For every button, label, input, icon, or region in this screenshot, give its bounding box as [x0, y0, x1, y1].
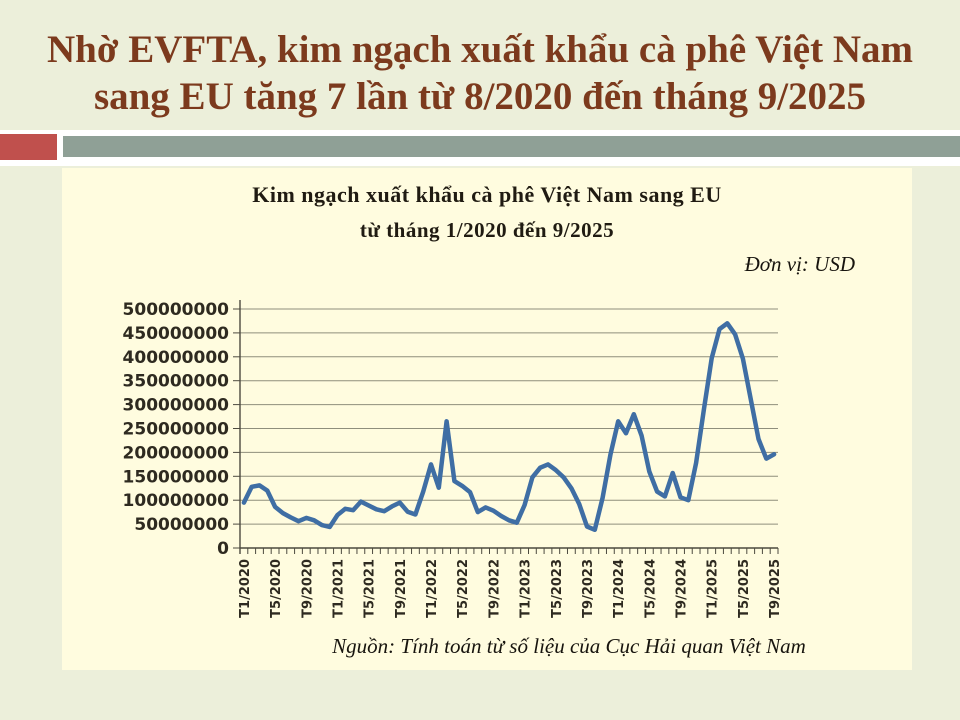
y-axis-label: 350000000 — [123, 372, 230, 392]
chart-title-line1: Kim ngạch xuất khẩu cà phê Việt Nam sang… — [252, 182, 722, 207]
x-axis-label: T9/2021 — [394, 559, 409, 618]
x-axis-label: T9/2020 — [300, 559, 315, 618]
y-axis-label: 150000000 — [123, 467, 230, 487]
x-axis-label: T5/2020 — [269, 559, 284, 618]
x-axis-label: T5/2024 — [643, 559, 658, 618]
x-axis-label: T5/2023 — [550, 559, 565, 618]
chart-title-line2: từ tháng 1/2020 đến 9/2025 — [359, 218, 615, 242]
slide-title-line1: Nhờ EVFTA, kim ngạch xuất khẩu cà phê Vi… — [47, 28, 913, 71]
x-axis-label: T9/2022 — [487, 559, 502, 618]
y-axis-label: 50000000 — [134, 515, 229, 535]
x-axis-label: T9/2025 — [768, 559, 783, 618]
chart-source: Nguồn: Tính toán từ số liệu của Cục Hải … — [332, 634, 806, 658]
slide-title: Nhờ EVFTA, kim ngạch xuất khẩu cà phê Vi… — [30, 26, 930, 120]
accent-block — [0, 134, 57, 160]
y-axis-label: 400000000 — [123, 348, 230, 368]
y-axis-label: 500000000 — [123, 300, 230, 320]
chart-card: 500000000 450000000 400000000 350000000 3000… — [62, 168, 912, 670]
x-axis-label: T5/2021 — [363, 559, 378, 618]
x-axis-label: T5/2025 — [737, 559, 752, 618]
y-axis-label: 450000000 — [123, 324, 230, 344]
y-axis-label: 100000000 — [123, 491, 230, 511]
x-axis-label: T1/2021 — [332, 559, 347, 618]
x-axis-label: T9/2024 — [675, 559, 690, 618]
x-axis-label: T5/2022 — [456, 559, 471, 618]
y-axis-label: 250000000 — [123, 420, 230, 440]
y-axis-label: 0 — [217, 539, 229, 559]
x-axis-label: T1/2023 — [519, 559, 534, 618]
chart-plot: 5000000004500000004000000003500000003000… — [123, 300, 783, 618]
y-axis-label: 300000000 — [123, 396, 230, 416]
x-axis-label: T1/2022 — [425, 559, 440, 618]
chart-unit-label: Đơn vị: USD — [744, 252, 855, 276]
slide-title-line2: sang EU tăng 7 lần từ 8/2020 đến tháng 9… — [93, 75, 867, 118]
series-line — [241, 321, 777, 533]
divider-bar — [63, 136, 960, 157]
x-axis-label: T9/2023 — [581, 559, 596, 618]
x-axis-label: T1/2020 — [238, 559, 253, 618]
x-axis-label: T1/2024 — [612, 559, 627, 618]
x-axis-label: T1/2025 — [706, 559, 721, 618]
y-axis-label: 200000000 — [123, 443, 230, 463]
